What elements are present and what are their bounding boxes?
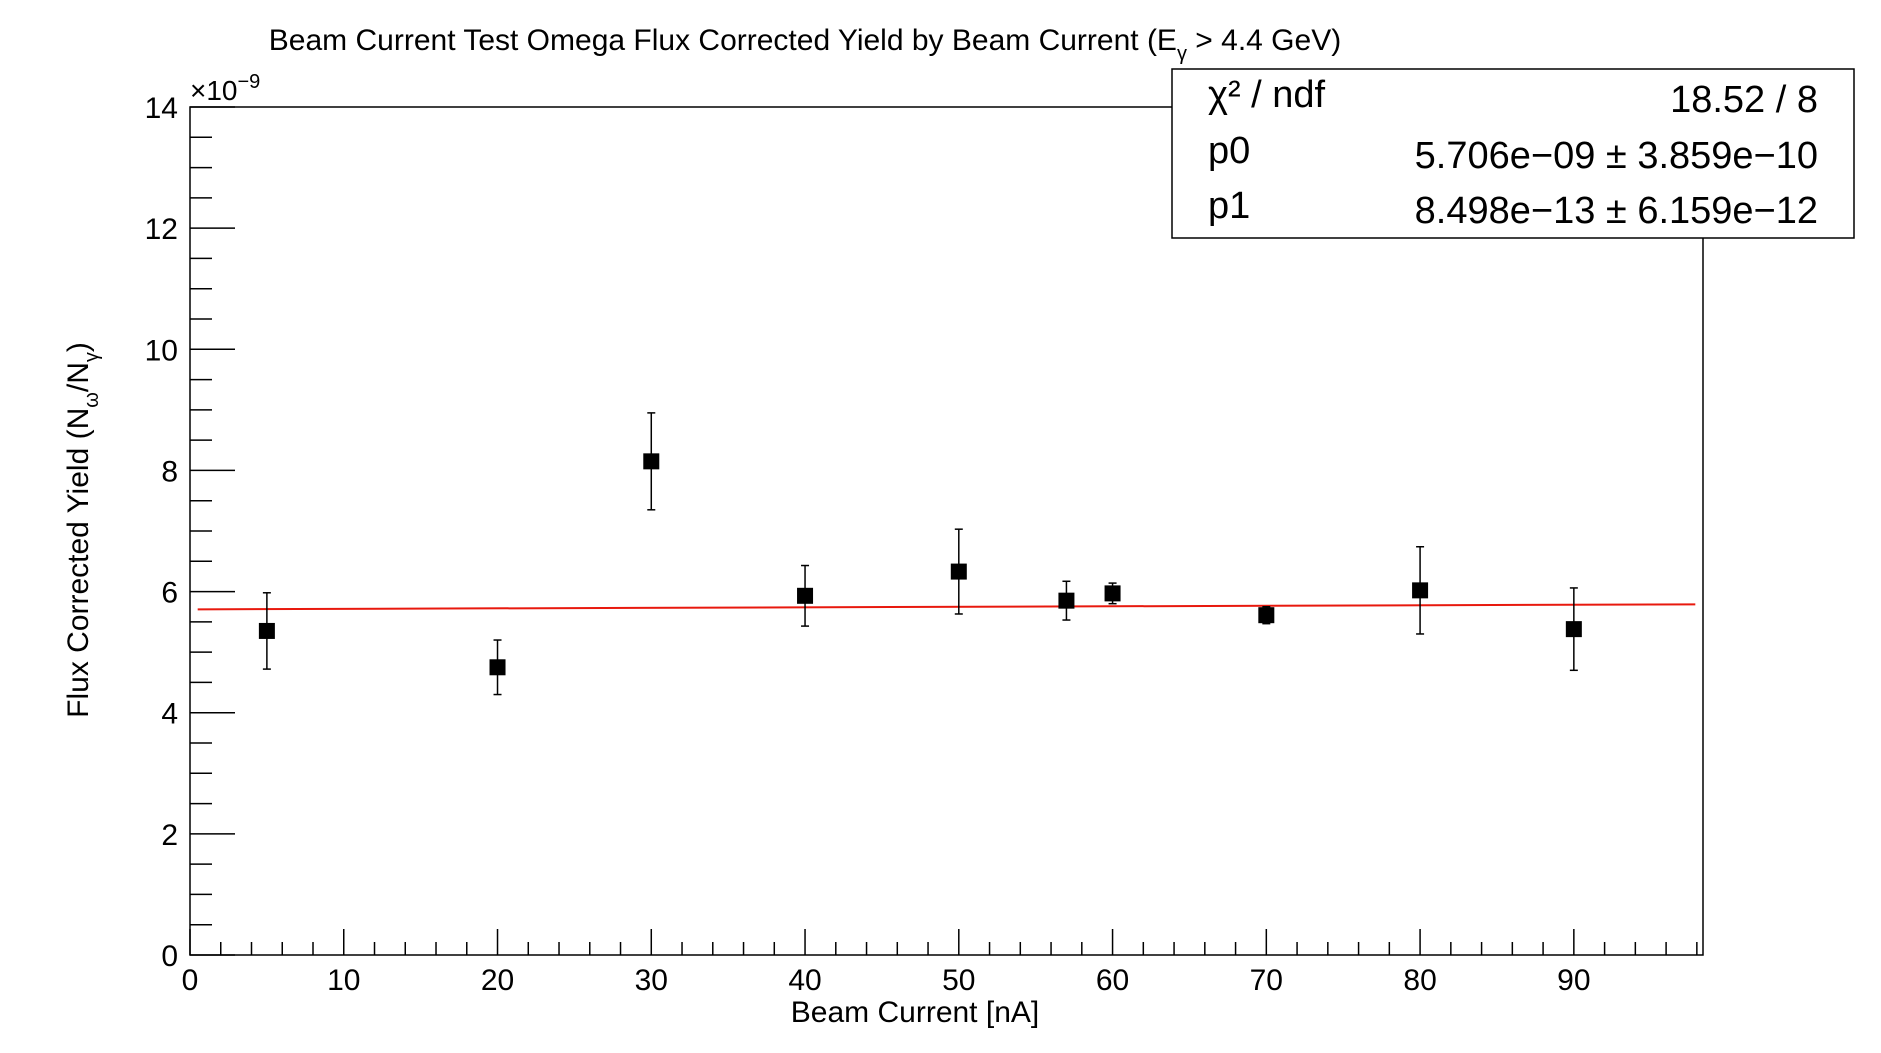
y-tick-label: 14 — [145, 92, 178, 125]
x-tick-label: 50 — [942, 964, 975, 997]
x-tick-label: 90 — [1557, 964, 1590, 997]
x-tick-label: 10 — [327, 964, 360, 997]
data-points — [258, 412, 1582, 696]
data-point — [643, 412, 660, 511]
fit-line — [197, 603, 1696, 611]
y-axis-label: Flux Corrected Yield (Nω/Nγ) — [62, 342, 103, 718]
x-tick-label: 70 — [1250, 964, 1283, 997]
x-tick-label: 60 — [1096, 964, 1129, 997]
data-point — [1258, 605, 1275, 625]
point-marker — [1104, 585, 1121, 602]
stats-value-chi2: 18.52 / 8 — [1670, 79, 1818, 121]
stats-box-frame — [1171, 68, 1855, 239]
y-tick-label: 12 — [145, 213, 178, 246]
y-axis-exponent: ×10−9 — [190, 71, 260, 106]
x-axis-label: Beam Current [nA] — [791, 996, 1039, 1029]
stats-value-p0: 5.706e−09 ± 3.859e−10 — [1415, 135, 1818, 177]
data-point — [1565, 587, 1582, 672]
point-marker — [1058, 592, 1075, 609]
data-point — [489, 639, 506, 696]
data-point — [1412, 545, 1429, 635]
point-marker — [1258, 607, 1275, 624]
y-tick-label: 10 — [145, 334, 178, 367]
x-tick-label: 40 — [788, 964, 821, 997]
y-tick-label: 4 — [161, 698, 178, 731]
y-axis: 0 2 4 6 8 10 12 14 — [145, 92, 235, 973]
stats-label-p1: p1 — [1208, 185, 1250, 227]
point-marker — [797, 587, 814, 604]
point-marker — [1565, 621, 1582, 638]
y-tick-label: 2 — [161, 819, 178, 852]
data-point — [797, 564, 814, 627]
point-marker — [1412, 582, 1429, 599]
data-point — [258, 592, 275, 670]
chart-title: Beam Current Test Omega Flux Corrected Y… — [269, 24, 1341, 65]
stats-label-p0: p0 — [1208, 130, 1250, 172]
data-point — [950, 528, 967, 615]
point-marker — [258, 622, 275, 639]
x-axis: 0 10 20 30 40 50 60 70 80 90 — [182, 929, 1698, 997]
y-tick-label: 6 — [161, 577, 178, 610]
x-tick-label: 0 — [182, 964, 199, 997]
data-point — [1104, 582, 1121, 605]
y-tick-label: 0 — [161, 940, 178, 973]
point-marker — [950, 563, 967, 580]
x-tick-label: 20 — [481, 964, 514, 997]
stats-label-chi2: χ² / ndf — [1208, 74, 1326, 116]
x-tick-label: 80 — [1403, 964, 1436, 997]
point-marker — [489, 659, 506, 676]
x-tick-label: 30 — [635, 964, 668, 997]
stats-value-p1: 8.498e−13 ± 6.159e−12 — [1415, 190, 1818, 232]
point-marker — [643, 453, 660, 470]
stats-box: χ² / ndf 18.52 / 8 p0 5.706e−09 ± 3.859e… — [1171, 68, 1855, 239]
y-tick-label: 8 — [161, 455, 178, 488]
data-point — [1058, 580, 1075, 621]
